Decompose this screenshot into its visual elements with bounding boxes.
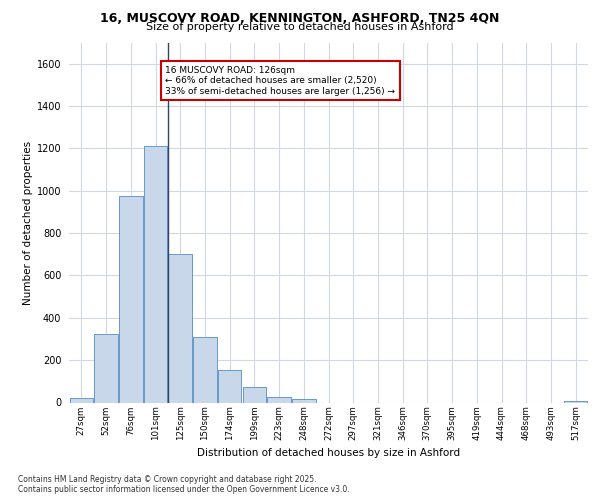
X-axis label: Distribution of detached houses by size in Ashford: Distribution of detached houses by size … [197, 448, 460, 458]
Text: Contains public sector information licensed under the Open Government Licence v3: Contains public sector information licen… [18, 485, 350, 494]
Text: Contains HM Land Registry data © Crown copyright and database right 2025.: Contains HM Land Registry data © Crown c… [18, 475, 317, 484]
Text: Size of property relative to detached houses in Ashford: Size of property relative to detached ho… [146, 22, 454, 32]
Text: 16, MUSCOVY ROAD, KENNINGTON, ASHFORD, TN25 4QN: 16, MUSCOVY ROAD, KENNINGTON, ASHFORD, T… [100, 12, 500, 26]
Bar [268, 397, 291, 402]
Bar [70, 398, 93, 402]
Bar [94, 334, 118, 402]
Bar [144, 146, 167, 402]
Y-axis label: Number of detached properties: Number of detached properties [23, 140, 32, 304]
Bar [242, 386, 266, 402]
Bar [119, 196, 143, 402]
Bar [193, 337, 217, 402]
Text: 16 MUSCOVY ROAD: 126sqm
← 66% of detached houses are smaller (2,520)
33% of semi: 16 MUSCOVY ROAD: 126sqm ← 66% of detache… [166, 66, 395, 96]
Bar [218, 370, 241, 402]
Bar [292, 400, 316, 402]
Bar [169, 254, 192, 402]
